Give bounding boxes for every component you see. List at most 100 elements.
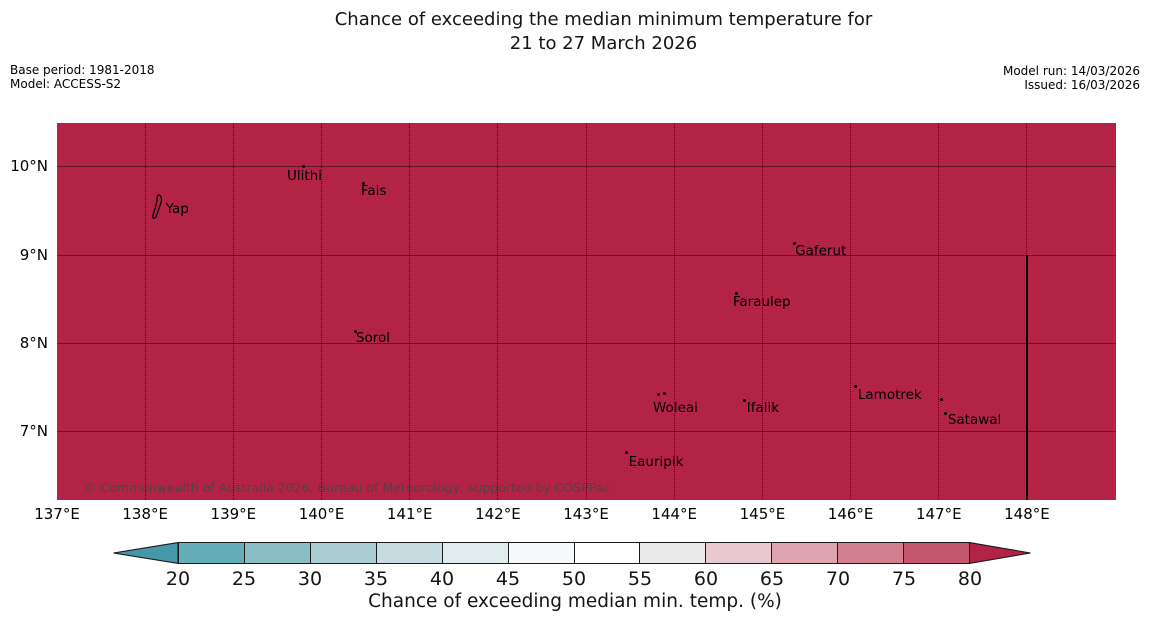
island-marker-ifalik [743,398,747,402]
gridline-lat-8 [57,342,1116,344]
island-marker-gaferut [792,241,796,245]
colorbar-label: Chance of exceeding median min. temp. (%… [368,591,782,612]
colorbar-over-arrow [968,541,1032,565]
colorbar-under-arrow [112,541,179,565]
island-shape-yap [149,194,165,224]
colorbar-tick-80: 80 [957,568,983,590]
island-marker-fais [362,182,366,186]
gridline-lon-145 [761,123,763,500]
lon-tick-148: 148°E [1004,505,1050,523]
boundary-line [1025,254,1028,500]
island-label-faraulep: Faraulep [732,294,791,311]
colorbar-tick-55: 55 [627,568,653,590]
island-label-ifalik: Ifalik [746,400,780,417]
lon-tick-140: 140°E [298,505,345,523]
colorbar-tick-65: 65 [759,568,785,590]
island-marker-eauripik [625,450,629,454]
model-text: Model: ACCESS-S2 [10,76,122,91]
gridline-lat-10 [57,166,1116,168]
colorbar-tick-45: 45 [495,568,521,590]
gridline-lon-142 [497,123,499,500]
colorbar-tick-25: 25 [231,568,257,590]
island-marker-sorol [354,329,358,333]
lon-tick-143: 143°E [563,505,609,523]
island-marker-woleai [656,393,660,397]
island-label-sorol: Sorol [355,330,390,347]
colorbar-segment-75-80 [903,543,970,563]
gridline-lon-138 [144,123,146,500]
gridline-lon-147 [938,123,940,500]
island-label-satawal: Satawal [947,412,1002,429]
colorbar-segment-60-65 [705,543,772,563]
lat-tick-7: 7°N [19,422,48,441]
colorbar-tick-35: 35 [363,568,389,590]
gridline-lon-146 [850,123,852,500]
map-canvas: © Commonwealth of Australia 2026, Bureau… [57,123,1116,500]
lon-tick-145: 145°E [739,505,786,523]
lon-tick-141: 141°E [386,505,433,523]
lon-tick-138: 138°E [122,505,168,523]
colorbar-segment-65-70 [771,543,838,563]
island-marker-woleai-2 [662,392,666,396]
model-run-text: Model run: 14/03/2026 [1002,64,1140,78]
lon-tick-137: 137°E [34,505,80,523]
lon-tick-146: 146°E [827,505,874,523]
island-marker-faraulep [735,291,739,295]
colorbar-segment-20-25 [179,543,244,563]
gridline-lat-9 [57,254,1116,256]
colorbar-segment-50-55 [573,543,640,563]
gridline-lon-144 [673,123,675,500]
island-label-woleai: Woleai [653,399,698,416]
island-marker-satawal [944,411,948,415]
copyright-text: © Commonwealth of Australia 2026, Bureau… [84,480,611,495]
island-label-fais: Fais [360,182,387,199]
gridline-lon-139 [232,123,234,500]
figure-title: Chance of exceeding the median minimum t… [57,8,1150,56]
island-label-eauripik: Eauripik [628,454,684,471]
lat-tick-9: 9°N [19,245,48,264]
gridline-lon-141 [409,123,411,500]
gridline-lon-143 [585,123,587,500]
lon-tick-139: 139°E [210,505,257,523]
lon-tick-142: 142°E [475,505,521,523]
lon-tick-144: 144°E [651,505,698,523]
colorbar-segment-70-75 [837,543,904,563]
gridline-lat-7 [57,431,1116,433]
island-label-yap: Yap [165,200,189,217]
colorbar-segment-30-35 [309,543,376,563]
island-label-gaferut: Gaferut [795,243,847,260]
colorbar-tick-30: 30 [297,568,323,590]
colorbar-segment-35-40 [375,543,442,563]
island-marker-unnamed [939,397,943,401]
colorbar-tick-40: 40 [429,568,455,590]
colorbar-tick-50: 50 [561,568,587,590]
yap-island-icon [151,194,162,219]
colorbar-segment-40-45 [441,543,508,563]
lat-axis: 10°N 9°N 8°N 7°N [0,123,48,500]
lat-tick-10: 10°N [10,157,48,176]
meta-right: Model run: 14/03/2026 Issued: 16/03/2026 [1002,64,1140,92]
gridline-lon-140 [321,123,323,500]
colorbar-over-arrow-icon [968,541,1031,565]
title-line-2: 21 to 27 March 2026 [509,33,698,54]
island-label-lamotrek: Lamotrek [857,386,922,403]
colorbar-tick-20: 20 [165,568,191,590]
meta-left: Base period: 1981-2018 Model: ACCESS-S2 [10,63,155,91]
lon-axis: 137°E 138°E 139°E 140°E 141°E 142°E 143°E 144°E… [34,505,1116,527]
title-line-1: Chance of exceeding the median minimum t… [334,9,873,30]
lon-tick-147: 147°E [915,505,962,523]
colorbar: 20 25 30 35 40 45 50 55 60 65 70 75 80 [112,541,1042,590]
colorbar-segment-25-30 [243,543,310,563]
colorbar-tick-60: 60 [693,568,719,590]
colorbar-under-arrow-icon [113,541,179,565]
colorbar-tick-70: 70 [825,568,851,590]
colorbar-segment-45-50 [507,543,574,563]
island-label-ulithi: Ulithi [287,168,322,185]
issued-text: Issued: 16/03/2026 [1024,77,1140,92]
colorbar-segment-55-60 [639,543,706,563]
lat-tick-8: 8°N [19,333,48,352]
island-marker-ulithi [301,164,305,168]
island-marker-lamotrek [854,385,858,389]
colorbar-tick-75: 75 [891,568,917,590]
base-period-text: Base period: 1981-2018 [10,63,155,77]
